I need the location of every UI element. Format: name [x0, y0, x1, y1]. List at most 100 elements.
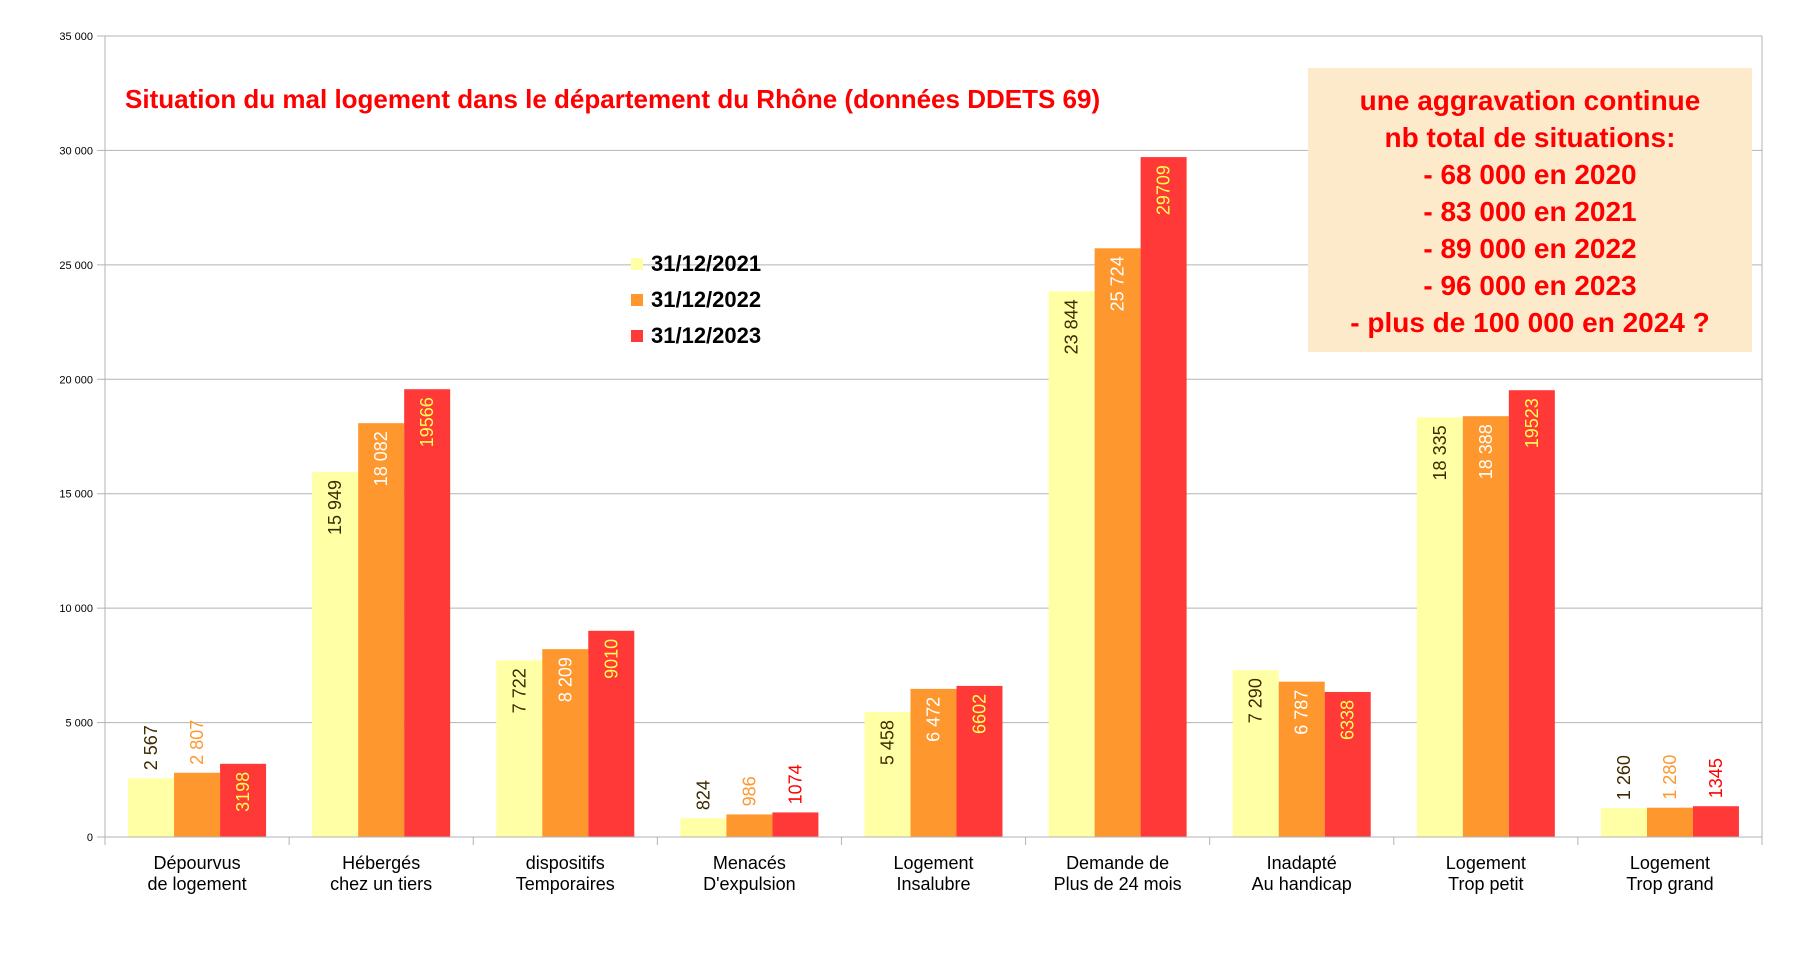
bar: [1508, 390, 1555, 837]
annotation-background: [1308, 68, 1752, 352]
legend-swatch: [631, 330, 643, 342]
data-label: 23 844: [1062, 299, 1082, 354]
category-label: Menacés: [713, 853, 786, 873]
bar: [910, 688, 957, 837]
category-label: Dépourvus: [154, 853, 241, 873]
legend-label: 31/12/2023: [651, 323, 761, 348]
bar: [358, 423, 405, 837]
bar: [956, 685, 1003, 837]
bar: [542, 649, 589, 837]
annotation-line: - 83 000 en 2021: [1423, 196, 1636, 227]
y-tick-label: 10 000: [59, 603, 93, 615]
chart-title: Situation du mal logement dans le départ…: [125, 84, 1100, 114]
category-label: Hébergés: [342, 853, 420, 873]
data-label: 19523: [1522, 398, 1542, 448]
bar: [496, 660, 543, 837]
y-tick-label: 5 000: [65, 718, 93, 730]
data-label: 18 335: [1430, 425, 1450, 480]
bar: [1462, 416, 1509, 837]
data-label: 1074: [785, 764, 805, 804]
data-label: 6338: [1338, 700, 1358, 740]
legend-label: 31/12/2021: [651, 251, 761, 276]
annotation-line: une aggravation continue: [1360, 85, 1701, 116]
bar: [174, 772, 221, 837]
bar: [1278, 681, 1325, 837]
bar: [1600, 808, 1647, 837]
data-label: 9010: [601, 639, 621, 679]
data-label: 19566: [417, 397, 437, 447]
data-label: 7 722: [509, 668, 529, 713]
annotation-line: - plus de 100 000 en 2024 ?: [1350, 307, 1710, 338]
y-tick-label: 20 000: [59, 374, 93, 386]
category-label: Demande de: [1066, 853, 1169, 873]
bar: [772, 812, 819, 837]
bar: [726, 814, 773, 837]
annotation-line: - 68 000 en 2020: [1423, 159, 1636, 190]
category-label: Trop grand: [1626, 874, 1713, 894]
bars: [128, 157, 1739, 838]
legend-swatch: [631, 258, 643, 270]
y-axis: 0 5 000 10 000 15 000 20 000 25 000 30 000 35 0…: [59, 31, 106, 844]
bar: [680, 818, 727, 837]
data-label: 18 388: [1476, 424, 1496, 479]
bar: [1094, 248, 1141, 837]
data-label: 8 209: [555, 657, 575, 702]
category-label: Insalubre: [896, 874, 970, 894]
category-label: Au handicap: [1252, 874, 1352, 894]
bar: [220, 763, 267, 837]
data-label: 1345: [1706, 758, 1726, 798]
category-label: Temporaires: [516, 874, 615, 894]
bar: [1416, 417, 1463, 837]
y-tick-label: 0: [87, 832, 93, 844]
y-tick-label: 30 000: [59, 145, 93, 157]
data-label: 986: [739, 776, 759, 806]
category-label: Inadapté: [1267, 853, 1337, 873]
data-label: 5 458: [878, 720, 898, 765]
bar: [312, 471, 359, 837]
bar: [128, 778, 175, 837]
data-label: 29709: [1154, 165, 1174, 215]
bar: [864, 712, 911, 837]
bar: [1324, 691, 1371, 837]
category-label: de logement: [148, 874, 247, 894]
data-labels: 2 567 2 807 3198 15 949 18 082 19566 7 722 8 20…: [141, 165, 1726, 812]
data-label: 2 807: [187, 720, 207, 765]
category-label: Logement: [1446, 853, 1526, 873]
legend: 31/12/2021 31/12/2022 31/12/2023: [631, 251, 761, 348]
data-label: 3198: [233, 772, 253, 812]
data-label: 1 260: [1614, 755, 1634, 800]
category-label: D'expulsion: [703, 874, 796, 894]
legend-label: 31/12/2022: [651, 287, 761, 312]
annotation-box: une aggravation continue nb total de situ…: [1308, 68, 1752, 352]
y-tick-label: 15 000: [59, 489, 93, 501]
data-label: 6602: [970, 694, 990, 734]
category-label: Plus de 24 mois: [1054, 874, 1182, 894]
data-label: 7 290: [1246, 678, 1266, 723]
annotation-line: nb total de situations:: [1385, 122, 1676, 153]
data-label: 6 472: [924, 697, 944, 742]
bar: [1048, 291, 1095, 838]
data-label: 6 787: [1292, 690, 1312, 735]
data-label: 18 082: [371, 431, 391, 486]
bar: [404, 389, 451, 837]
y-tick-label: 35 000: [59, 31, 93, 43]
category-label: chez un tiers: [330, 874, 432, 894]
bar: [1140, 157, 1187, 837]
category-label: dispositifs: [526, 853, 605, 873]
bar: [1232, 670, 1279, 837]
data-label: 2 567: [141, 725, 161, 770]
bar: [1646, 807, 1693, 837]
bar: [1692, 806, 1739, 837]
data-label: 15 949: [325, 480, 345, 535]
category-label: Logement: [1630, 853, 1710, 873]
category-label: Trop petit: [1448, 874, 1523, 894]
legend-swatch: [631, 294, 643, 306]
y-tick-label: 25 000: [59, 260, 93, 272]
data-label: 25 724: [1108, 256, 1128, 311]
data-label: 1 280: [1660, 755, 1680, 800]
category-label: Logement: [893, 853, 973, 873]
data-label: 824: [693, 780, 713, 810]
annotation-line: - 89 000 en 2022: [1423, 233, 1636, 264]
